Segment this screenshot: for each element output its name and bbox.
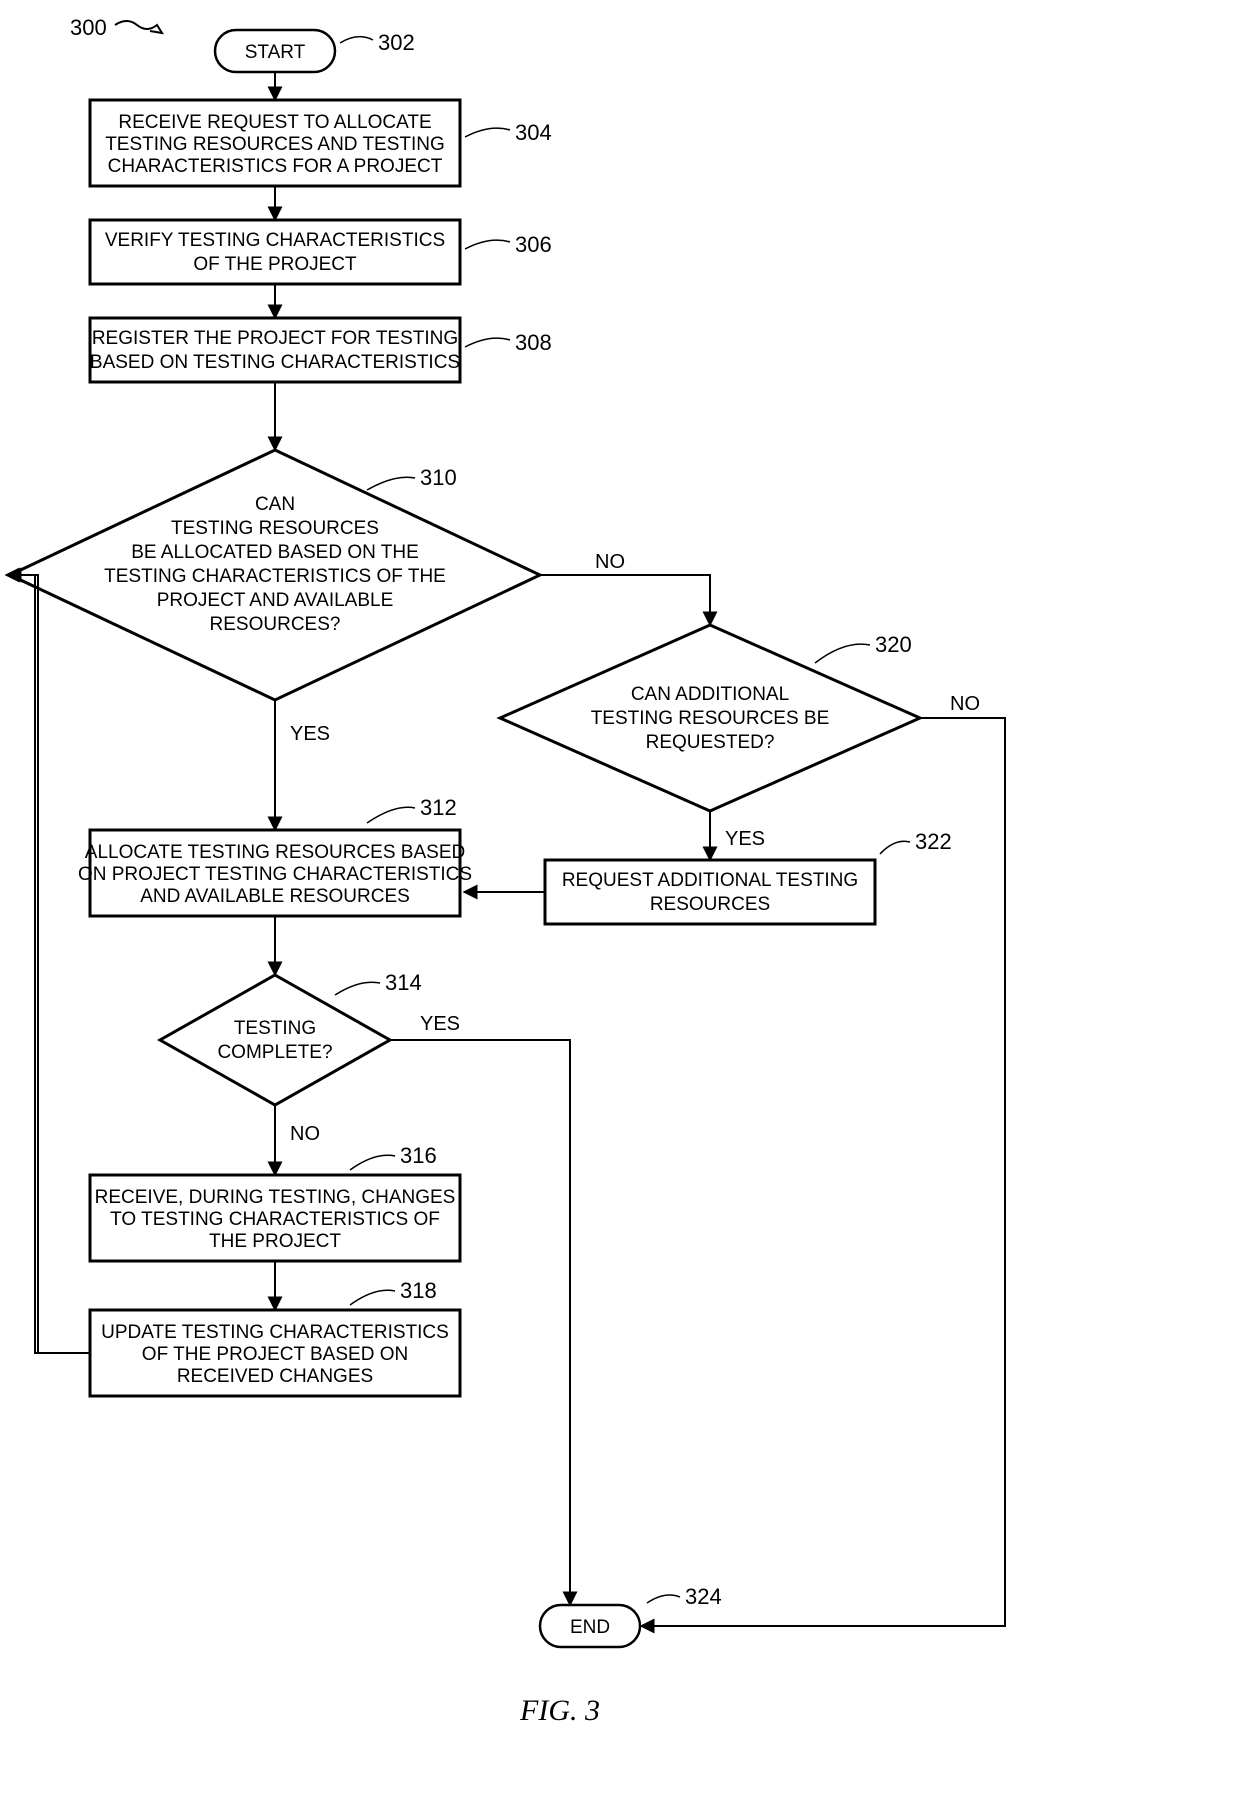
label-320-no: NO	[950, 693, 980, 715]
leader-320	[815, 644, 870, 663]
ref-310: 310	[420, 465, 457, 490]
ref-322: 322	[915, 829, 952, 854]
label-314-no: NO	[290, 1123, 320, 1145]
node-318: UPDATE TESTING CHARACTERISTICS OF THE PR…	[90, 1310, 460, 1396]
node-312: ALLOCATE TESTING RESOURCES BASED ON PROJ…	[78, 830, 472, 916]
svg-text:TESTING RESOURCES: TESTING RESOURCES	[171, 518, 379, 539]
node-322: REQUEST ADDITIONAL TESTING RESOURCES	[545, 860, 875, 924]
svg-text:REQUEST ADDITIONAL TESTING: REQUEST ADDITIONAL TESTING	[562, 870, 858, 891]
figure-caption: FIG. 3	[519, 1694, 600, 1727]
svg-text:CAN: CAN	[255, 494, 295, 515]
leader-304	[465, 128, 510, 137]
label-314-yes: YES	[420, 1013, 460, 1035]
leader-308	[465, 338, 510, 347]
node-start: START	[215, 30, 335, 72]
node-310: CAN TESTING RESOURCES BE ALLOCATED BASED…	[10, 450, 540, 700]
svg-text:CHARACTERISTICS FOR A PROJECT: CHARACTERISTICS FOR A PROJECT	[108, 156, 443, 177]
start-label: START	[245, 42, 306, 63]
ref-308: 308	[515, 330, 552, 355]
node-316: RECEIVE, DURING TESTING, CHANGES TO TEST…	[90, 1175, 460, 1261]
svg-text:AND AVAILABLE RESOURCES: AND AVAILABLE RESOURCES	[140, 886, 410, 907]
svg-text:TESTING CHARACTERISTICS OF THE: TESTING CHARACTERISTICS OF THE	[104, 566, 446, 587]
leader-314	[335, 982, 380, 995]
label-310-yes: YES	[290, 723, 330, 745]
leader-316	[350, 1155, 395, 1170]
leader-312	[367, 807, 415, 823]
edge-318-loop-a	[6, 575, 90, 1353]
svg-text:THE PROJECT: THE PROJECT	[209, 1231, 341, 1252]
ref-318: 318	[400, 1278, 437, 1303]
svg-text:RECEIVE REQUEST TO ALLOCATE: RECEIVE REQUEST TO ALLOCATE	[118, 112, 431, 133]
node-306: VERIFY TESTING CHARACTERISTICS OF THE PR…	[90, 220, 460, 284]
svg-text:PROJECT AND AVAILABLE: PROJECT AND AVAILABLE	[157, 590, 394, 611]
label-320-yes: YES	[725, 828, 765, 850]
svg-text:RESOURCES?: RESOURCES?	[210, 614, 341, 635]
ref-324: 324	[685, 1584, 722, 1609]
ref-320: 320	[875, 632, 912, 657]
leader-310	[367, 477, 415, 490]
svg-text:UPDATE TESTING CHARACTERISTICS: UPDATE TESTING CHARACTERISTICS	[101, 1322, 449, 1343]
ref-302: 302	[378, 30, 415, 55]
svg-text:TESTING RESOURCES BE: TESTING RESOURCES BE	[591, 708, 830, 729]
figure-id: 300	[70, 15, 107, 40]
svg-text:RECEIVE, DURING TESTING, CHANG: RECEIVE, DURING TESTING, CHANGES	[95, 1187, 456, 1208]
ref-314: 314	[385, 970, 422, 995]
flowchart: 300 START 302 RECEIVE REQUEST TO ALLOCAT…	[0, 0, 1240, 1797]
node-end: END	[540, 1605, 640, 1647]
figure-id-leader	[115, 21, 162, 33]
svg-text:CAN ADDITIONAL: CAN ADDITIONAL	[631, 684, 789, 705]
svg-text:RECEIVED CHANGES: RECEIVED CHANGES	[177, 1366, 373, 1387]
svg-text:BE ALLOCATED BASED ON THE: BE ALLOCATED BASED ON THE	[131, 542, 419, 563]
leader-306	[465, 240, 510, 249]
svg-text:ON PROJECT TESTING CHARACTERIS: ON PROJECT TESTING CHARACTERISTICS	[78, 864, 472, 885]
svg-text:TO TESTING CHARACTERISTICS OF: TO TESTING CHARACTERISTICS OF	[110, 1209, 440, 1230]
node-304: RECEIVE REQUEST TO ALLOCATE TESTING RESO…	[90, 100, 460, 186]
svg-text:OF THE PROJECT: OF THE PROJECT	[193, 254, 357, 275]
node-314: TESTING COMPLETE?	[160, 975, 390, 1105]
svg-text:TESTING: TESTING	[234, 1018, 316, 1039]
leader-302	[340, 37, 373, 43]
svg-text:OF THE PROJECT BASED ON: OF THE PROJECT BASED ON	[142, 1344, 408, 1365]
ref-304: 304	[515, 120, 552, 145]
svg-text:TESTING RESOURCES AND TESTING: TESTING RESOURCES AND TESTING	[105, 134, 445, 155]
svg-text:RESOURCES: RESOURCES	[650, 894, 770, 915]
leader-322	[880, 841, 910, 854]
ref-312: 312	[420, 795, 457, 820]
node-308: REGISTER THE PROJECT FOR TESTING BASED O…	[90, 318, 460, 382]
svg-text:ALLOCATE TESTING RESOURCES BAS: ALLOCATE TESTING RESOURCES BASED	[85, 842, 465, 863]
svg-text:VERIFY TESTING CHARACTERISTICS: VERIFY TESTING CHARACTERISTICS	[105, 230, 445, 251]
svg-text:COMPLETE?: COMPLETE?	[217, 1042, 332, 1063]
node-320: CAN ADDITIONAL TESTING RESOURCES BE REQU…	[500, 625, 920, 811]
leader-324	[647, 1595, 680, 1603]
svg-text:REQUESTED?: REQUESTED?	[646, 732, 775, 753]
label-310-no: NO	[595, 551, 625, 573]
ref-306: 306	[515, 232, 552, 257]
edge-318-to-310	[8, 575, 90, 1353]
svg-text:REGISTER THE PROJECT FOR TESTI: REGISTER THE PROJECT FOR TESTING	[92, 328, 458, 349]
edge-320-no	[641, 718, 1005, 1626]
edge-310-no	[540, 575, 710, 625]
ref-316: 316	[400, 1143, 437, 1168]
leader-318	[350, 1290, 395, 1305]
end-label: END	[570, 1617, 610, 1638]
svg-text:BASED ON TESTING CHARACTERISTI: BASED ON TESTING CHARACTERISTICS	[90, 352, 460, 373]
